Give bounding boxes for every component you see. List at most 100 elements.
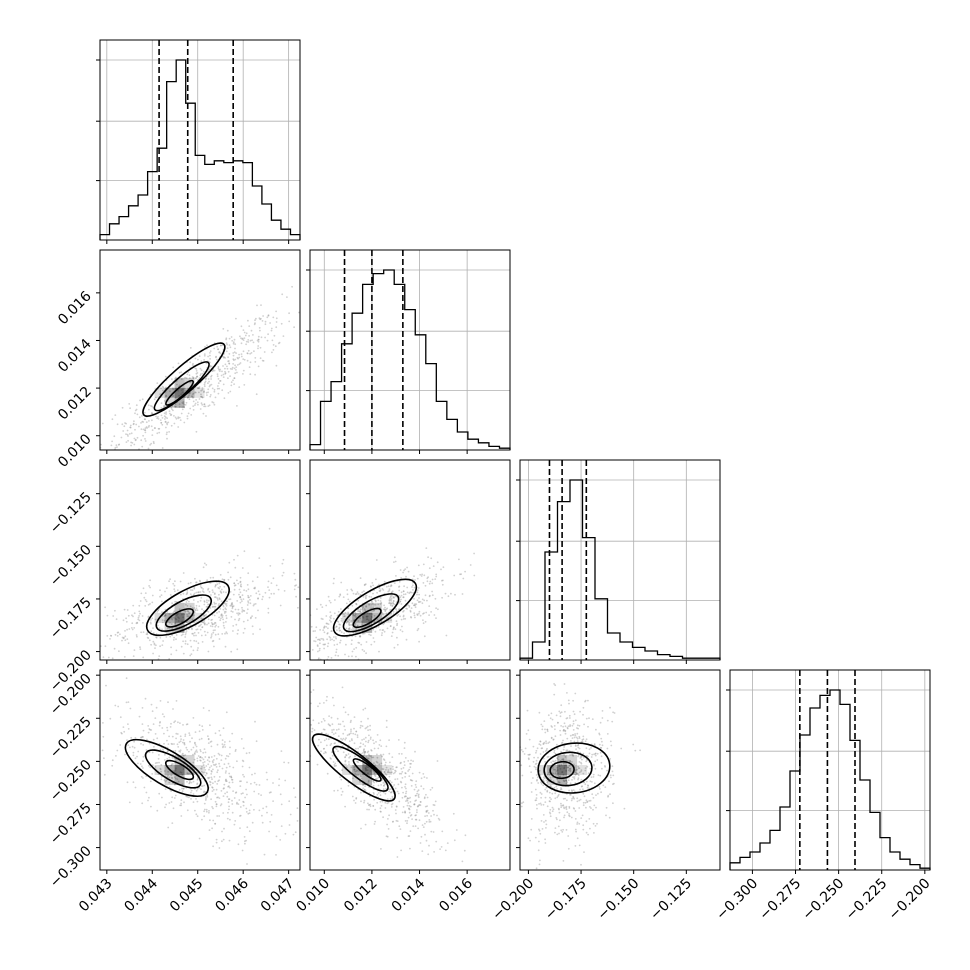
scatter-point (170, 653, 173, 656)
scatter-point (413, 803, 416, 806)
scatter-point (195, 789, 198, 792)
scatter-point (383, 580, 386, 583)
scatter-point (180, 371, 183, 373)
scatter-point (540, 782, 543, 785)
scatter-point (571, 790, 573, 793)
scatter-point (242, 609, 245, 612)
scatter-point (545, 823, 548, 826)
scatter-point (561, 742, 563, 744)
panel-frame (519, 669, 721, 871)
scatter-point (556, 747, 559, 750)
scatter-point (578, 799, 581, 802)
scatter-point (409, 830, 412, 832)
scatter-point (159, 636, 162, 639)
scatter-point (243, 358, 246, 361)
scatter-point (382, 791, 385, 794)
scatter-point (606, 747, 609, 750)
scatter-point (212, 763, 215, 766)
scatter-point (586, 801, 589, 803)
scatter-point (171, 743, 174, 745)
scatter-point (368, 753, 370, 756)
scatter-point (566, 781, 569, 784)
scatter-point (379, 794, 382, 797)
scatter-point (173, 588, 176, 591)
scatter-point (149, 766, 152, 769)
scatter-point (198, 386, 201, 388)
scatter-point (220, 588, 223, 591)
scatter-point (634, 749, 637, 752)
scatter-point (222, 608, 225, 611)
scatter-point (354, 593, 357, 596)
scatter-point (235, 366, 238, 368)
scatter-point (559, 819, 561, 822)
scatter-point (246, 619, 249, 622)
scatter-point (251, 580, 254, 583)
scatter-point (593, 763, 595, 766)
scatter-point (435, 607, 437, 610)
scatter-point (172, 763, 174, 765)
scatter-point (577, 727, 579, 730)
scatter-point (233, 377, 236, 380)
scatter-point (464, 570, 466, 573)
scatter-point (568, 702, 570, 705)
scatter-point (362, 743, 365, 746)
scatter-point (397, 792, 400, 795)
scatter-point (123, 608, 126, 611)
scatter-point (223, 827, 225, 830)
scatter-point (360, 720, 363, 723)
scatter-point (560, 711, 563, 714)
scatter-point (420, 785, 423, 788)
scatter-point (353, 799, 355, 802)
scatter-point (320, 721, 323, 723)
scatter-point (326, 638, 328, 641)
scatter-point (193, 639, 196, 642)
scatter-point (311, 727, 314, 730)
scatter-point (577, 778, 579, 781)
scatter-point (213, 347, 216, 350)
scatter-point (171, 822, 174, 824)
scatter-point (144, 418, 147, 421)
scatter-point (200, 785, 203, 787)
scatter-point (393, 646, 396, 649)
scatter-point (195, 372, 198, 375)
scatter-point (218, 582, 221, 585)
scatter-point (530, 791, 533, 793)
scatter-point (385, 719, 388, 722)
scatter-point (442, 566, 445, 569)
scatter-point (354, 773, 357, 775)
scatter-point (214, 605, 216, 608)
scatter-point (453, 839, 456, 842)
scatter-point (442, 579, 444, 582)
contour-inner-p1-p3 (352, 758, 382, 782)
scatter-point (557, 758, 560, 761)
scatter-point (404, 757, 407, 759)
scatter-point (261, 320, 264, 322)
scatter-point (391, 802, 394, 805)
scatter-point (169, 622, 171, 624)
scatter-point (344, 711, 347, 714)
scatter-point (601, 710, 604, 712)
scatter-point (569, 760, 571, 763)
scatter-point (590, 756, 593, 758)
scatter-point (328, 724, 331, 726)
scatter-point (128, 801, 131, 804)
scatter-point (543, 720, 546, 722)
scatter-point (379, 589, 382, 592)
scatter-point (236, 356, 239, 359)
scatter-point (193, 634, 195, 637)
scatter-point (271, 339, 274, 342)
scatter-point (585, 831, 588, 834)
scatter-point (139, 600, 142, 602)
scatter-point (264, 320, 267, 323)
scatter-point (423, 797, 426, 800)
scatter-point (219, 590, 222, 593)
scatter-point (209, 819, 211, 822)
scatter-point (378, 583, 380, 586)
scatter-point (204, 381, 206, 384)
scatter-point (230, 775, 233, 778)
scatter-point (245, 343, 248, 346)
scatter-point (234, 566, 237, 569)
scatter-point (210, 635, 213, 637)
scatter-point (352, 613, 354, 616)
scatter-point (378, 590, 381, 592)
